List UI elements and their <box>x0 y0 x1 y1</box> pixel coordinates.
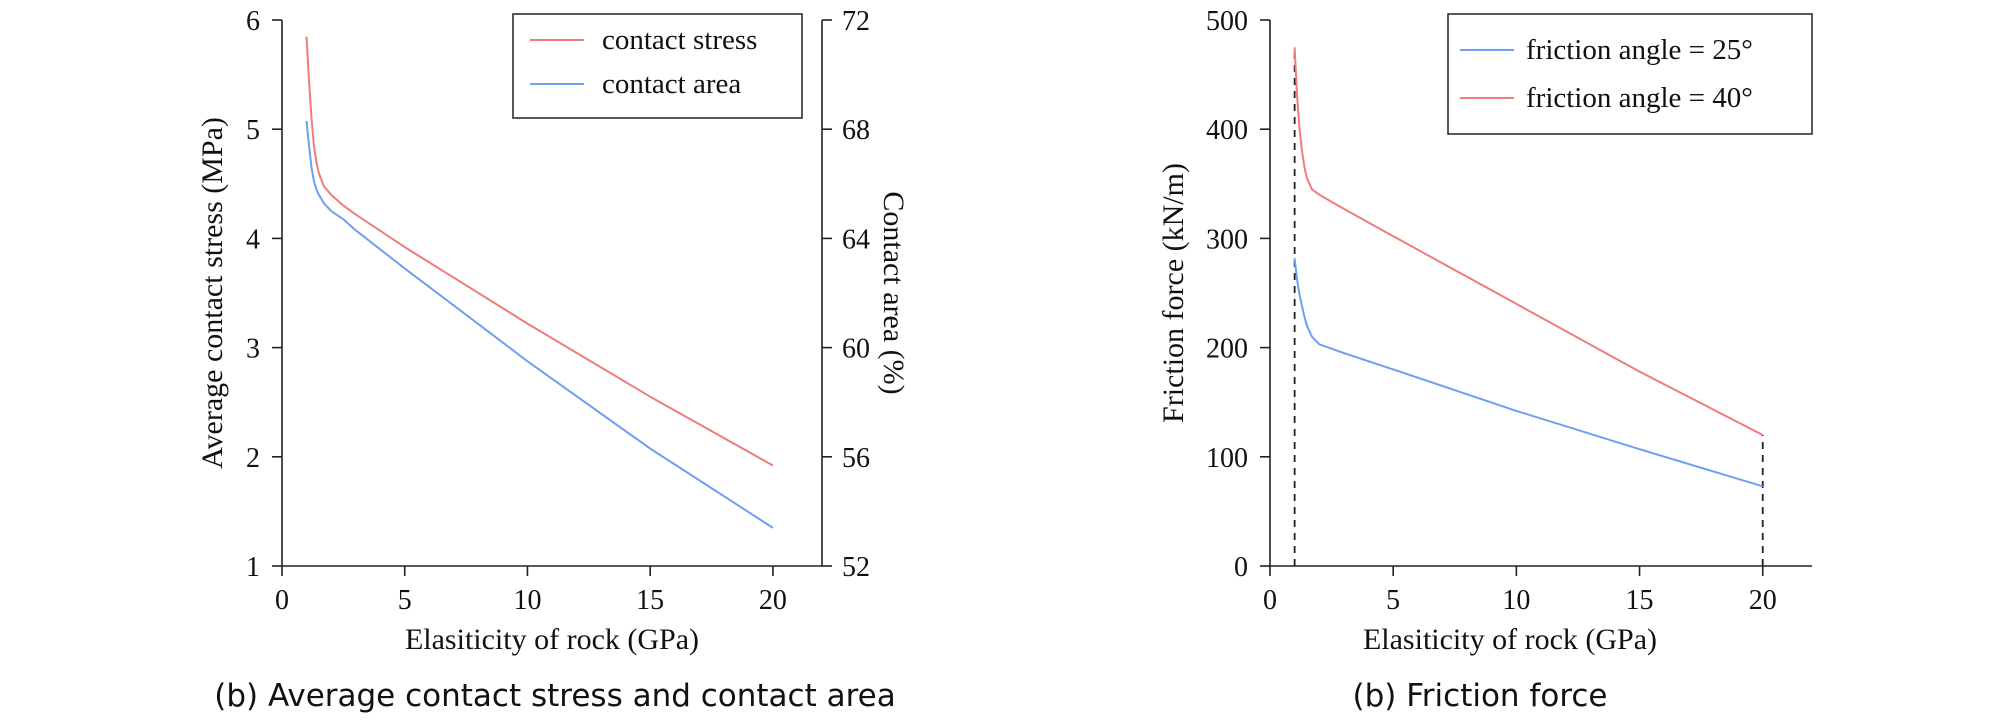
left-y2-tick-label-0: 52 <box>842 552 870 583</box>
series-contact-stress-line <box>305 36 774 467</box>
left-y-tick-label-4: 5 <box>246 115 260 146</box>
left-y2-tick-label-4: 68 <box>842 115 870 146</box>
left-y-tick-label-0: 1 <box>246 552 260 583</box>
right-y-tick-label-4: 400 <box>1206 115 1248 146</box>
left-legend-label-area: contact area <box>602 68 741 100</box>
right-x-tick-label-2: 10 <box>1502 585 1530 616</box>
right-x-tick-label-0: 0 <box>1263 585 1277 616</box>
left-y-tick-label-3: 4 <box>246 224 260 255</box>
right-x-tick-label-3: 15 <box>1626 585 1654 616</box>
left-y2-tick-label-5: 72 <box>842 6 870 37</box>
right-legend: friction angle = 25° friction angle = 40… <box>1447 13 1813 135</box>
left-legend-label-stress: contact stress <box>602 24 757 56</box>
left-y-tick-label-5: 6 <box>246 6 260 37</box>
right-x-axis-label: Elasiticity of rock (GPa) <box>1363 623 1657 656</box>
right-y-tick-label-0: 0 <box>1234 552 1248 583</box>
left-x-tick-label-1: 5 <box>398 585 412 616</box>
left-y2-tick-label-2: 60 <box>842 334 870 365</box>
right-axes <box>1269 20 1812 567</box>
left-y-tick-label-2: 3 <box>246 334 260 365</box>
right-legend-label-40: friction angle = 40° <box>1526 82 1753 114</box>
left-y-axis-label: Average contact stress (MPa) <box>196 117 229 469</box>
left-y-tick-label-1: 2 <box>246 443 260 474</box>
right-legend-label-25: friction angle = 25° <box>1526 34 1753 66</box>
right-y-tick-label-5: 500 <box>1206 6 1248 37</box>
left-x-tick-label-3: 15 <box>636 585 664 616</box>
right-y-tick-label-2: 200 <box>1206 334 1248 365</box>
right-caption: (b) Friction force <box>1353 678 1608 714</box>
series-friction-25-line <box>1293 257 1763 488</box>
left-y2-tick-label-1: 56 <box>842 443 870 474</box>
left-axes <box>281 20 823 567</box>
right-series-layer <box>1293 47 1764 488</box>
left-y2-tick-label-3: 64 <box>842 224 870 255</box>
right-y-axis-label: Friction force (kN/m) <box>1157 163 1190 423</box>
right-y-tick-label-1: 100 <box>1206 443 1248 474</box>
right-reference-lines <box>1293 47 1764 566</box>
right-x-tick-label-1: 5 <box>1386 585 1400 616</box>
left-legend-box <box>512 13 803 119</box>
right-y-tick-label-3: 300 <box>1206 224 1248 255</box>
left-x-tick-label-4: 20 <box>759 585 787 616</box>
left-x-axis-label: Elasiticity of rock (GPa) <box>405 623 699 656</box>
right-legend-box <box>1447 13 1813 135</box>
series-friction-40-line <box>1293 47 1764 436</box>
left-legend: contact stress contact area <box>512 13 803 119</box>
left-y2-axis-label: Contact area (%) <box>877 191 910 394</box>
left-series-layer <box>305 36 774 529</box>
left-x-tick-label-2: 10 <box>513 585 541 616</box>
left-x-tick-label-0: 0 <box>275 585 289 616</box>
right-x-tick-label-4: 20 <box>1749 585 1777 616</box>
left-caption: (b) Average contact stress and contact a… <box>214 678 896 714</box>
series-contact-area-line <box>305 120 774 529</box>
